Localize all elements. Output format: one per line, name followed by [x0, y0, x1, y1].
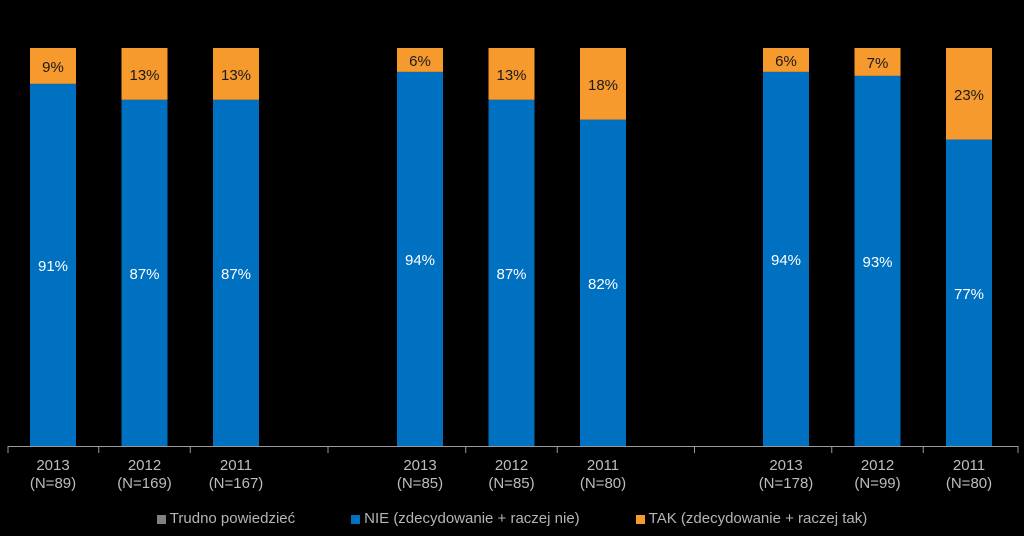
data-label-nie: 94%: [405, 252, 435, 269]
bar-tak-g2-2012: [488, 48, 535, 100]
x-tick-label-n: (N=167): [209, 475, 264, 492]
bar-nie-g2-2012: [488, 99, 535, 447]
x-tick-label-year: 2013: [769, 457, 802, 474]
x-tick-label-n: (N=80): [946, 475, 992, 492]
data-label-tak: 13%: [496, 67, 526, 84]
x-tick-label-n: (N=99): [854, 475, 900, 492]
data-label-tak: 6%: [409, 53, 431, 70]
legend-swatch-tak: [635, 514, 645, 524]
x-tick-label-n: (N=85): [397, 475, 443, 492]
x-tick-label-year: 2013: [403, 457, 436, 474]
legend-swatch-trudno: [156, 514, 166, 524]
legend-label-nie: NIE (zdecydowanie + raczej nie): [364, 510, 580, 527]
x-tick-label-n: (N=89): [30, 475, 76, 492]
bar-nie-g3-2011: [946, 139, 992, 447]
data-label-nie: 87%: [496, 266, 526, 283]
data-label-nie: 94%: [771, 252, 801, 269]
bar-tak-g3-2013: [763, 48, 809, 72]
bar-nie-g3-2012: [854, 75, 901, 447]
data-label-tak: 23%: [954, 87, 984, 104]
bar-nie-g2-2011: [580, 119, 626, 446]
bar-tak-g3-2011: [946, 48, 992, 140]
legend-swatch-nie: [351, 514, 361, 524]
data-label-nie: 77%: [954, 286, 984, 303]
x-tick-label-year: 2012: [495, 457, 528, 474]
data-label-tak: 13%: [129, 67, 159, 84]
bar-nie-g2-2013: [397, 71, 443, 446]
data-label-tak: 7%: [867, 55, 889, 72]
data-label-nie: 93%: [862, 254, 892, 271]
x-tick-label-year: 2012: [861, 457, 894, 474]
bar-nie-g3-2013: [763, 71, 809, 446]
bar-nie-g1-2011: [213, 99, 259, 447]
x-tick-label-year: 2013: [36, 457, 69, 474]
data-label-tak: 18%: [588, 77, 618, 94]
data-label-tak: 9%: [42, 59, 64, 76]
bar-tak-g3-2012: [854, 48, 901, 76]
data-label-nie: 87%: [129, 266, 159, 283]
x-tick-label-n: (N=85): [488, 475, 534, 492]
bar-nie-g1-2012: [121, 99, 168, 447]
bar-tak-g2-2011: [580, 48, 626, 120]
legend-item-tak: TAK (zdecydowanie + raczej tak): [635, 508, 868, 530]
legend-label-trudno: Trudno powiedzieć: [169, 510, 296, 527]
data-label-nie: 91%: [38, 258, 68, 275]
data-label-nie: 82%: [588, 276, 618, 293]
x-tick-label-year: 2011: [587, 457, 619, 474]
bar-tak-g1-2012: [121, 48, 168, 100]
bar-tak-g2-2013: [397, 48, 443, 72]
legend: Trudno powiedzieć NIE (zdecydowanie + ra…: [0, 508, 1024, 530]
bar-nie-g1-2013: [30, 83, 76, 446]
data-label-tak: 6%: [775, 53, 797, 70]
bar-tak-g1-2013: [30, 48, 76, 84]
legend-label-tak: TAK (zdecydowanie + raczej tak): [648, 510, 868, 527]
data-label-nie: 87%: [221, 266, 251, 283]
legend-item-trudno: Trudno powiedzieć: [156, 508, 296, 530]
x-tick-label-year: 2012: [128, 457, 161, 474]
legend-item-nie: NIE (zdecydowanie + raczej nie): [351, 508, 580, 530]
bar-tak-g1-2011: [213, 48, 259, 100]
x-tick-label-year: 2011: [953, 457, 985, 474]
data-label-tak: 13%: [221, 67, 251, 84]
x-tick-label-n: (N=178): [759, 475, 814, 492]
x-tick-label-year: 2011: [220, 457, 252, 474]
x-tick-label-n: (N=169): [117, 475, 172, 492]
x-tick-label-n: (N=80): [580, 475, 626, 492]
